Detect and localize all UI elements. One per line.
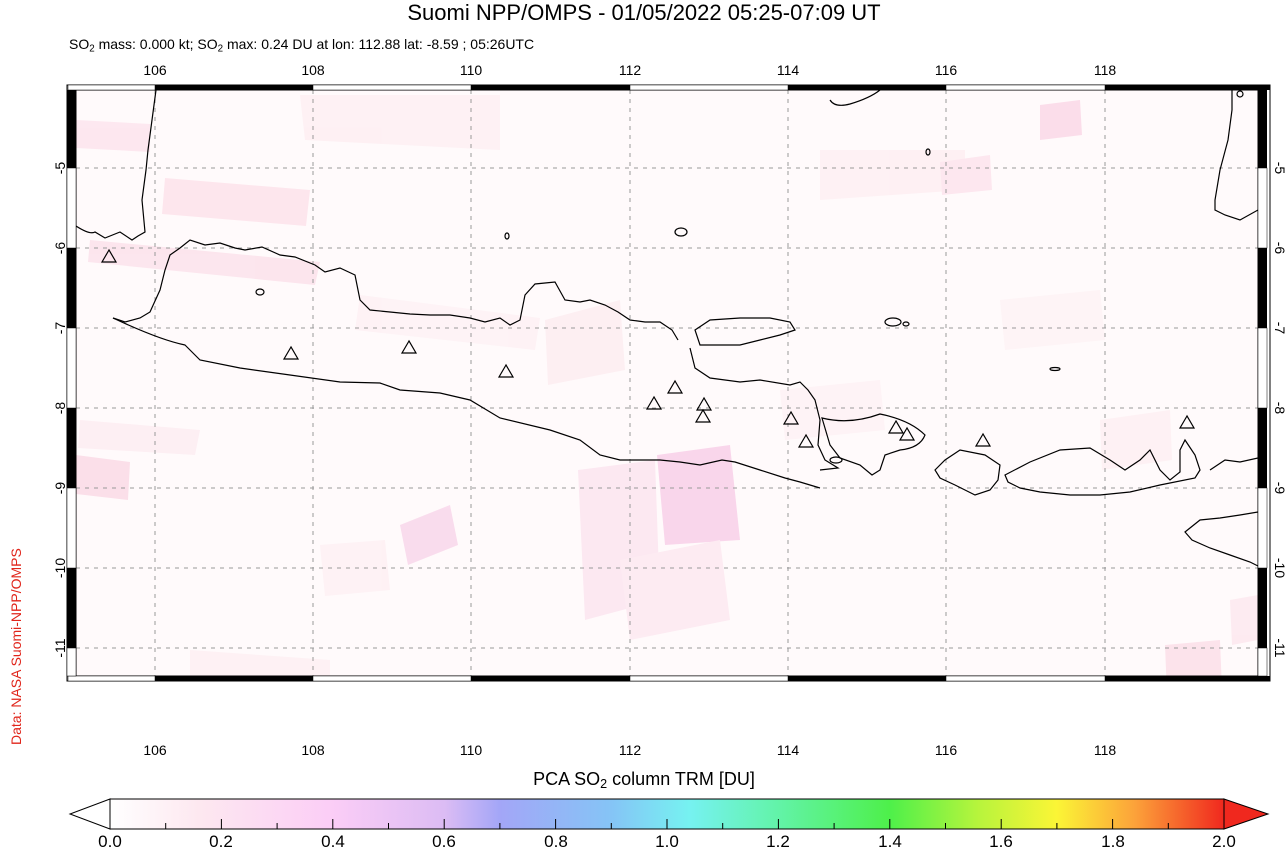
lat-label-right: -8	[1272, 401, 1288, 415]
lon-label-bottom: 112	[618, 742, 642, 758]
colorbar-tick-label: 1.6	[989, 832, 1013, 851]
colorbar-tick-label: 1.4	[878, 832, 902, 851]
lat-label-right: -10	[1272, 557, 1288, 579]
lon-label-top: 118	[1093, 62, 1117, 78]
lat-label-right: -11	[1272, 638, 1288, 658]
lon-label-bottom: 114	[776, 742, 800, 758]
chart-title: Suomi NPP/OMPS - 01/05/2022 05:25-07:09 …	[407, 0, 881, 25]
lat-label-left: -7	[52, 321, 68, 335]
lat-label-right: -5	[1272, 161, 1288, 175]
left-scale-bar	[66, 90, 77, 677]
top-scale-bar	[67, 84, 1270, 91]
lat-label-left: -8	[52, 401, 68, 415]
colorbar-tick-label: 0.8	[544, 832, 568, 851]
lon-label-top: 110	[459, 62, 483, 78]
colorbar-tick-label: 2.0	[1212, 832, 1236, 851]
subtitle-part: SO	[69, 36, 90, 52]
bottom-scale-bar	[67, 675, 1270, 682]
colorbar-over-arrow	[1223, 798, 1270, 830]
right-scale-bar	[1257, 90, 1268, 677]
colorbar-tick-label: 0.2	[209, 832, 233, 851]
subtitle-part: mass: 0.000 kt; SO	[94, 36, 218, 52]
lat-label-right: -6	[1272, 241, 1288, 255]
lat-label-right: -9	[1272, 481, 1288, 495]
colorbar-tick-label: 1.2	[766, 832, 790, 851]
lon-label-bottom: 118	[1093, 742, 1117, 758]
lat-label-right: -7	[1272, 321, 1288, 335]
colorbar-tick-label: 0.0	[98, 832, 122, 851]
lat-label-left: -10	[52, 557, 68, 579]
colorbar-tick-label: 1.8	[1101, 832, 1125, 851]
colorbar-label-part: PCA SO	[533, 769, 601, 789]
colorbar-tick-label: 0.4	[321, 832, 345, 851]
gridlines	[76, 90, 1258, 676]
lon-label-bottom: 116	[934, 742, 958, 758]
lon-label-top: 114	[776, 62, 800, 78]
lon-label-bottom: 108	[301, 742, 325, 758]
colorbar-tick-label: 0.6	[432, 832, 456, 851]
so2-pixels	[76, 95, 1258, 676]
subscript: 2	[89, 43, 95, 55]
lon-label-bottom: 110	[459, 742, 483, 758]
lon-label-bottom: 106	[143, 742, 167, 758]
colorbar-label-part: column TRM [DU]	[607, 769, 755, 789]
subscript: 2	[600, 777, 608, 792]
subscript: 2	[217, 43, 224, 55]
lon-label-top: 112	[618, 62, 642, 78]
colorbar-under-arrow	[68, 798, 111, 830]
lat-label-left: -9	[52, 481, 68, 495]
colorbar-label: PCA SO2 column TRM [DU]	[0, 768, 1288, 795]
coastlines	[76, 90, 1258, 567]
lat-label-left: -6	[52, 241, 68, 255]
colorbar	[68, 798, 1270, 830]
colorbar-tick-label: 1.0	[655, 832, 679, 851]
subtitle-part: max: 0.24 DU at lon: 112.88 lat: -8.59 ;…	[223, 36, 535, 52]
volcano-markers	[100, 248, 1196, 448]
lat-label-left: -11	[52, 638, 68, 658]
lat-label-left: -5	[52, 161, 68, 175]
chart-subtitle: SO2 mass: 0.000 kt; SO2 max: 0.24 DU at …	[69, 35, 534, 58]
lon-label-top: 108	[301, 62, 325, 78]
lon-label-top: 116	[934, 62, 958, 78]
lon-label-top: 106	[143, 62, 167, 78]
